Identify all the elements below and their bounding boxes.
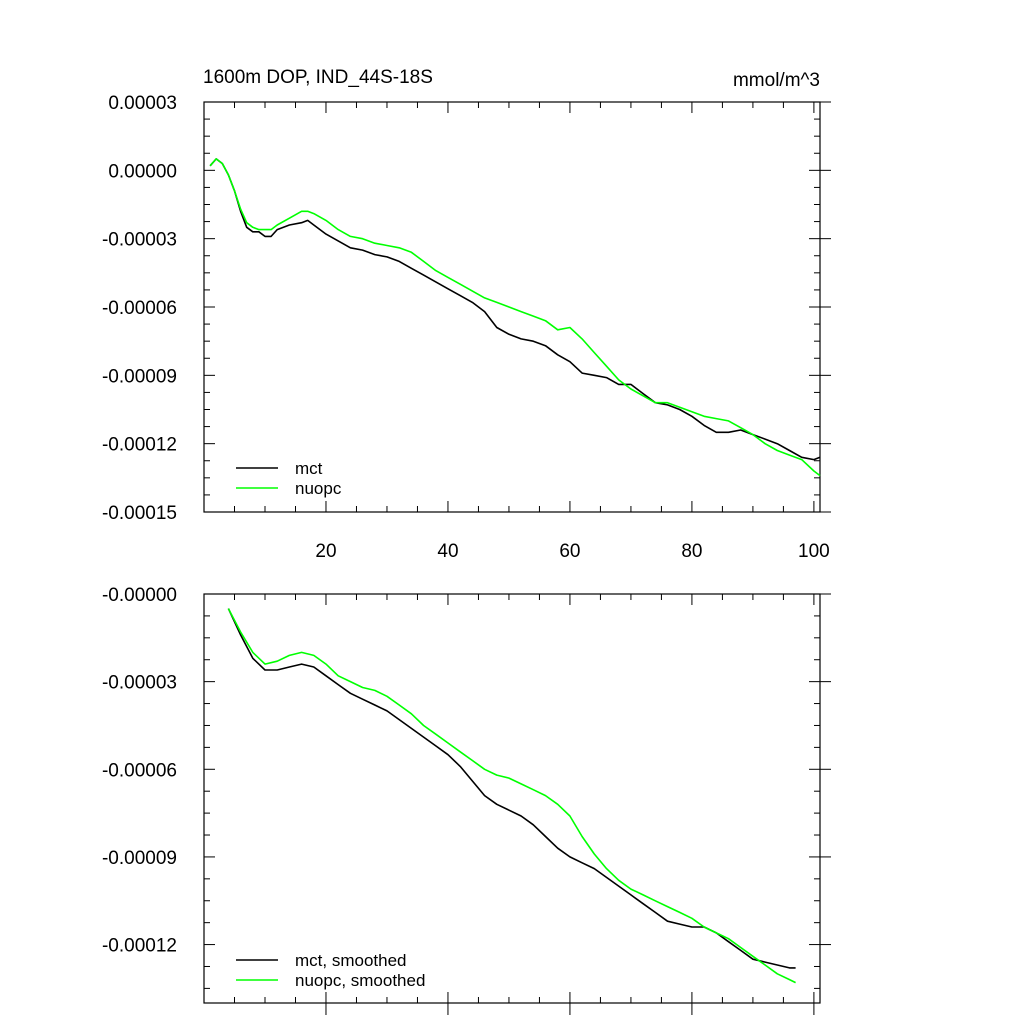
x-tick-label: 100 <box>798 541 830 562</box>
legend-label: nuopc, smoothed <box>295 971 425 990</box>
legend-label: mct, smoothed <box>295 951 407 970</box>
series-line-nuopc <box>209 158 821 477</box>
y-tick-label: -0.00003 <box>102 230 177 251</box>
y-tick-label: -0.00006 <box>102 760 177 781</box>
y-tick-label: 0.00003 <box>108 93 177 114</box>
y-tick-label: -0.00012 <box>102 435 177 456</box>
top-panel: 1600m DOP, IND_44S-18S mmol/m^3 20 40 60 80… <box>102 67 831 562</box>
y-tick-label: -0.00009 <box>102 366 177 387</box>
legend-label: mct <box>295 459 323 478</box>
y-tick-label: -0.00003 <box>102 673 177 694</box>
bottom-plot-area: -0.00000 -0.00003 -0.00006 -0.00009 -0.00012… <box>102 585 831 1015</box>
units-label: mmol/m^3 <box>733 70 820 91</box>
bottom-panel: -0.00000 -0.00003 -0.00006 -0.00009 -0.00012… <box>102 585 831 1015</box>
y-tick-label: -0.00012 <box>102 936 177 957</box>
y-tick-label: -0.00000 <box>102 585 177 606</box>
plot-frame <box>203 101 821 513</box>
x-tick-label: 40 <box>437 541 458 562</box>
plot-frame <box>203 593 821 1004</box>
x-tick-label: 20 <box>315 541 336 562</box>
y-tick-label: 0.00000 <box>108 161 177 182</box>
series-line-mct-smoothed <box>227 608 796 969</box>
y-tick-label: -0.00009 <box>102 848 177 869</box>
x-tick-label: 60 <box>559 541 580 562</box>
series-line-nuopc-smoothed <box>227 608 796 984</box>
y-tick-label: -0.00006 <box>102 298 177 319</box>
series-line-mct <box>209 158 821 461</box>
legend-label: nuopc <box>295 479 342 498</box>
y-tick-label: -0.00015 <box>102 503 177 524</box>
x-tick-label: 80 <box>681 541 702 562</box>
top-plot-area: 20 40 60 80 100 0.00003 0.00000 -0.00003 -0.0000… <box>102 93 831 562</box>
chart-title: 1600m DOP, IND_44S-18S <box>203 67 433 88</box>
